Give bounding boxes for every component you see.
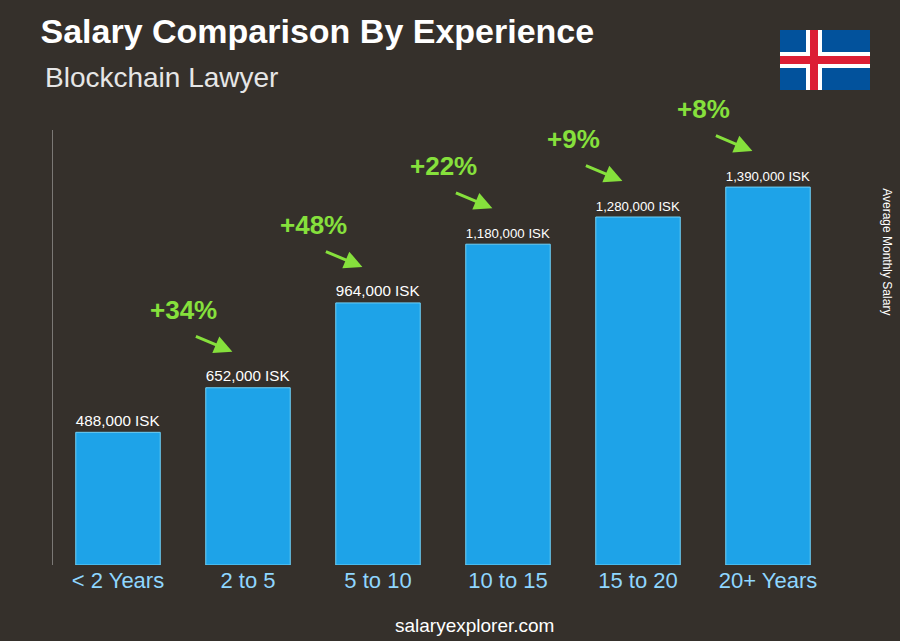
svg-text:+48%: +48% [280, 210, 347, 240]
svg-text:1,390,000 ISK: 1,390,000 ISK [726, 169, 810, 184]
svg-text:20+ Years: 20+ Years [719, 568, 817, 593]
svg-text:1,280,000 ISK: 1,280,000 ISK [596, 199, 680, 214]
svg-text:964,000 ISK: 964,000 ISK [336, 282, 420, 299]
svg-text:652,000 ISK: 652,000 ISK [206, 367, 290, 384]
svg-text:2 to 5: 2 to 5 [220, 568, 275, 593]
svg-text:+9%: +9% [547, 124, 600, 154]
svg-text:+22%: +22% [410, 151, 477, 181]
svg-text:+8%: +8% [677, 94, 730, 124]
svg-text:< 2 Years: < 2 Years [72, 568, 164, 593]
svg-text:488,000 ISK: 488,000 ISK [76, 412, 160, 429]
svg-text:10 to 15: 10 to 15 [468, 568, 548, 593]
svg-text:Salary Comparison By Experienc: Salary Comparison By Experience [41, 12, 595, 50]
svg-text:+34%: +34% [150, 295, 217, 325]
svg-text:1,180,000 ISK: 1,180,000 ISK [466, 226, 550, 241]
svg-text:5 to 10: 5 to 10 [344, 568, 411, 593]
svg-text:Blockchain Lawyer: Blockchain Lawyer [45, 62, 278, 93]
svg-text:salaryexplorer.com: salaryexplorer.com [395, 615, 554, 636]
svg-text:Average Monthly Salary: Average Monthly Salary [880, 188, 894, 315]
svg-text:15 to 20: 15 to 20 [598, 568, 678, 593]
